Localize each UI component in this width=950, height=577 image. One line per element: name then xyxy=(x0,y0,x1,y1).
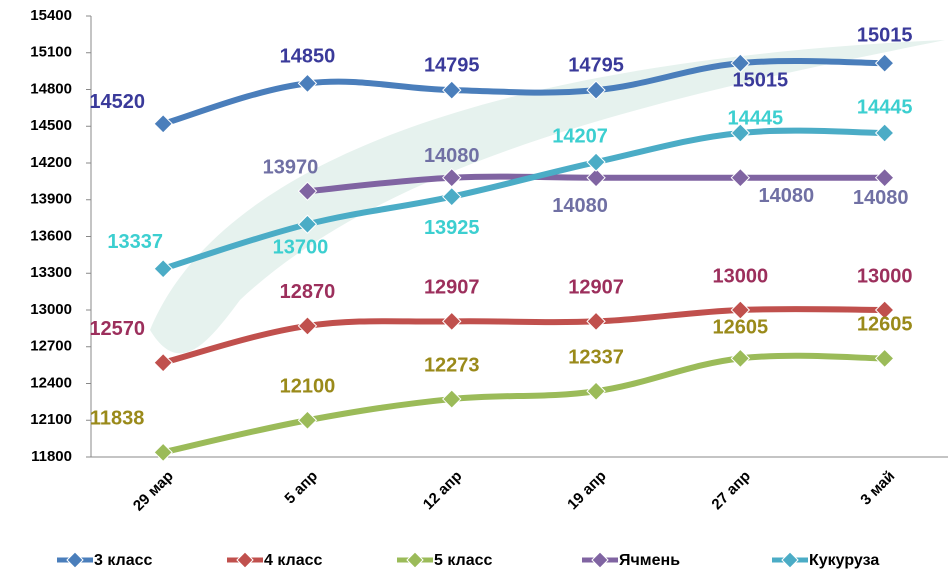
y-tick-label: 14500 xyxy=(30,117,72,134)
y-tick-label: 13600 xyxy=(30,227,72,244)
y-tick-label: 13300 xyxy=(30,264,72,281)
y-tick-label: 14200 xyxy=(30,154,72,171)
data-label: 14080 xyxy=(552,195,608,217)
data-label: 14207 xyxy=(552,125,608,147)
data-label: 14080 xyxy=(424,145,480,167)
data-label: 13700 xyxy=(273,237,329,259)
x-tick-label: 5 апр xyxy=(281,468,321,508)
data-label: 12605 xyxy=(857,314,913,336)
legend-label: Кукуруза xyxy=(809,552,879,569)
data-label: 14520 xyxy=(89,91,145,113)
legend-label: 4 класс xyxy=(264,552,323,569)
data-label: 13925 xyxy=(424,217,480,239)
data-label: 12570 xyxy=(89,318,145,340)
point-marker xyxy=(587,153,605,171)
y-tick-label: 12400 xyxy=(30,374,72,391)
legend-marker xyxy=(67,552,83,568)
data-label: 14795 xyxy=(568,54,624,76)
point-marker xyxy=(154,354,172,372)
data-label: 12907 xyxy=(424,277,480,299)
point-marker xyxy=(443,390,461,408)
point-marker xyxy=(154,260,172,278)
point-marker xyxy=(731,169,749,187)
point-marker xyxy=(298,317,316,335)
point-marker xyxy=(443,81,461,99)
x-tick-label: 19 апр xyxy=(564,468,610,514)
point-marker xyxy=(443,188,461,206)
data-label: 14080 xyxy=(853,187,909,209)
point-marker xyxy=(443,312,461,330)
x-tick-label: 12 апр xyxy=(420,468,466,514)
data-label: 14445 xyxy=(857,96,913,118)
series-line xyxy=(163,356,885,453)
data-label: 14080 xyxy=(759,185,815,207)
point-marker xyxy=(154,443,172,461)
data-label: 12605 xyxy=(713,317,769,339)
data-label: 13000 xyxy=(857,265,913,287)
point-marker xyxy=(298,411,316,429)
data-label: 12337 xyxy=(568,346,624,368)
x-tick-label: 27 апр xyxy=(708,468,754,514)
data-label: 13000 xyxy=(713,265,769,287)
legend-marker xyxy=(782,552,798,568)
point-marker xyxy=(876,124,894,142)
y-tick-label: 12700 xyxy=(30,338,72,355)
data-label: 11838 xyxy=(90,408,145,430)
data-label: 13970 xyxy=(263,156,319,178)
data-label: 12273 xyxy=(424,354,480,376)
legend-marker xyxy=(237,552,253,568)
point-marker xyxy=(587,312,605,330)
y-tick-label: 15400 xyxy=(30,7,72,24)
data-label: 15015 xyxy=(857,24,913,46)
y-tick-label: 13900 xyxy=(30,191,72,208)
y-tick-label: 15100 xyxy=(30,44,72,61)
y-tick-label: 13000 xyxy=(30,301,72,318)
data-label: 14795 xyxy=(424,54,480,76)
data-label: 13337 xyxy=(107,231,163,253)
legend-label: 5 класс xyxy=(434,552,493,569)
point-marker xyxy=(154,115,172,133)
y-tick-label: 11800 xyxy=(31,448,72,465)
data-label: 12870 xyxy=(280,281,336,303)
x-tick-label: 29 мар xyxy=(130,468,177,515)
legend-label: 3 класс xyxy=(94,552,153,569)
legend-marker xyxy=(407,552,423,568)
data-label: 12100 xyxy=(280,376,336,398)
legend-marker xyxy=(592,552,608,568)
data-label: 15015 xyxy=(733,69,789,91)
chart: 11800 12100 12400 12700 13000 13300 13600 13900… xyxy=(0,0,950,577)
legend-label: Ячмень xyxy=(619,552,680,569)
data-label: 12907 xyxy=(568,277,624,299)
y-tick-label: 14800 xyxy=(30,80,72,97)
point-marker xyxy=(298,74,316,92)
point-marker xyxy=(876,169,894,187)
point-marker xyxy=(587,382,605,400)
data-label: 14850 xyxy=(280,46,336,68)
data-label: 14445 xyxy=(728,107,784,129)
x-tick-label: 3 май xyxy=(857,468,898,509)
y-tick-label: 12100 xyxy=(30,411,72,428)
point-marker xyxy=(876,54,894,72)
point-marker xyxy=(876,349,894,367)
point-marker xyxy=(731,349,749,367)
